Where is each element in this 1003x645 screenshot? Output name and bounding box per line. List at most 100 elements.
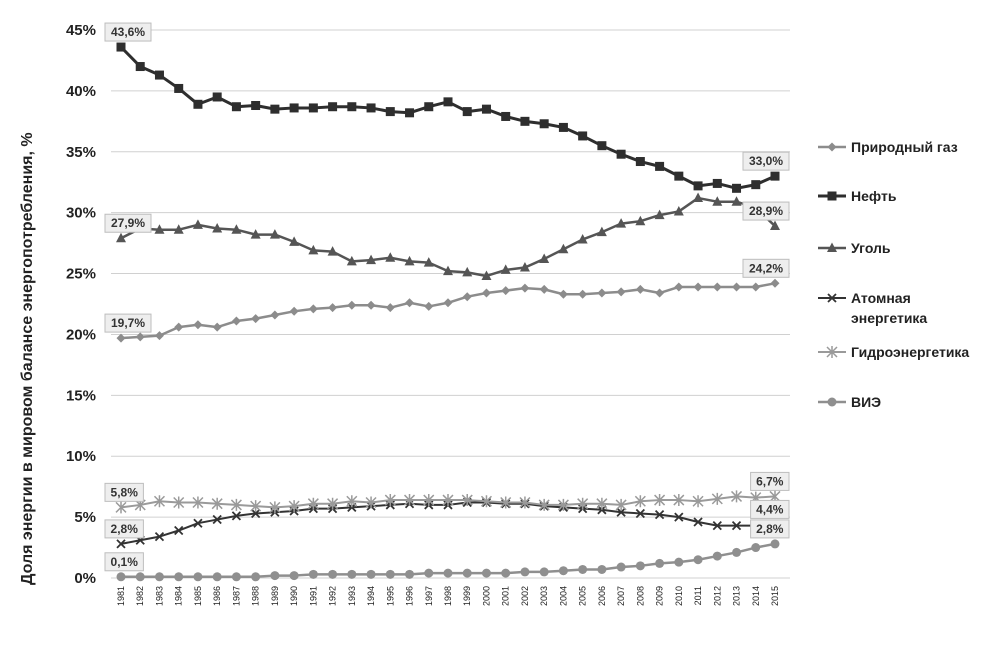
- data-point: [328, 569, 338, 579]
- x-tick-label: 2005: [578, 586, 588, 606]
- x-tick-label: 1981: [116, 586, 126, 606]
- data-point: [231, 511, 242, 521]
- data-point: [174, 83, 184, 93]
- data-point: [231, 102, 241, 112]
- data-point: [751, 282, 761, 292]
- x-tick-label: 1991: [308, 586, 318, 606]
- data-label-text: 2,8%: [111, 522, 139, 536]
- data-point: [731, 520, 742, 531]
- data-point: [347, 300, 357, 310]
- x-tick-label: 2007: [616, 586, 626, 606]
- data-label-text: 5,8%: [111, 485, 139, 499]
- data-point: [597, 141, 607, 151]
- data-point: [212, 92, 222, 102]
- data-label: 27,9%: [104, 213, 152, 233]
- data-point: [539, 567, 549, 577]
- data-point: [154, 70, 164, 80]
- data-point: [578, 131, 588, 141]
- data-point: [211, 497, 223, 510]
- data-point: [481, 104, 491, 114]
- data-point: [153, 495, 166, 508]
- data-point: [346, 255, 357, 266]
- x-tick-label: 2001: [501, 586, 511, 606]
- data-point: [231, 316, 241, 326]
- data-label: 4,4%: [750, 499, 790, 519]
- data-point: [596, 226, 607, 237]
- x-tick-label: 2008: [635, 586, 645, 606]
- data-point: [692, 495, 704, 508]
- data-point: [712, 520, 722, 531]
- x-tick-label: 1983: [154, 586, 164, 606]
- data-label-text: 28,9%: [749, 204, 783, 218]
- data-point: [173, 224, 184, 234]
- data-point: [443, 298, 453, 308]
- data-point: [289, 571, 299, 581]
- data-point: [673, 494, 685, 507]
- data-point: [615, 498, 627, 511]
- data-point: [635, 561, 645, 571]
- data-point: [501, 568, 511, 578]
- data-point: [366, 300, 376, 310]
- data-point: [154, 224, 165, 234]
- x-tick-label: 1989: [270, 586, 280, 606]
- data-point: [462, 266, 473, 277]
- y-axis-label: Доля энергии в мировом балансе энергопот…: [19, 132, 36, 585]
- x-tick-label: 2011: [693, 586, 703, 605]
- data-point: [385, 107, 395, 117]
- data-point: [115, 501, 127, 514]
- data-label: 19,7%: [104, 313, 152, 333]
- data-point: [116, 42, 126, 52]
- data-point: [500, 264, 511, 274]
- data-point: [404, 255, 415, 266]
- data-point: [558, 566, 568, 576]
- data-point: [673, 205, 684, 216]
- data-point: [751, 543, 761, 553]
- data-point: [270, 104, 280, 114]
- data-point: [251, 508, 261, 519]
- data-point: [251, 101, 261, 111]
- data-point: [655, 288, 665, 298]
- data-label-box: [742, 151, 790, 171]
- data-point: [116, 539, 126, 549]
- y-tick-label: 20%: [66, 326, 96, 343]
- data-point: [770, 171, 780, 181]
- data-point: [693, 192, 704, 203]
- series-line: [120, 282, 776, 340]
- data-label-text: 19,7%: [111, 316, 145, 330]
- data-point: [307, 497, 319, 510]
- legend-label: Гидроэнергетика: [851, 344, 969, 360]
- data-label-text: 24,2%: [749, 261, 783, 275]
- data-point: [501, 111, 511, 121]
- data-point: [193, 99, 203, 109]
- data-point: [616, 218, 627, 228]
- data-point: [230, 498, 242, 511]
- legend-marker: [827, 397, 837, 407]
- data-point: [251, 314, 261, 324]
- data-point: [462, 568, 472, 578]
- data-point: [693, 181, 703, 191]
- legend-item: Нефть: [818, 188, 897, 204]
- data-point: [424, 568, 434, 578]
- data-point: [424, 301, 434, 311]
- x-tick-label: 2006: [597, 586, 607, 606]
- data-point: [193, 320, 203, 330]
- data-point: [520, 283, 530, 293]
- data-point: [655, 161, 665, 171]
- data-point: [212, 514, 222, 525]
- data-label: 6,7%: [750, 471, 790, 491]
- x-tick-label: 2000: [481, 586, 491, 606]
- x-tick-label: 1985: [193, 586, 203, 606]
- data-point: [443, 265, 453, 276]
- data-point: [578, 564, 588, 574]
- data-point: [231, 224, 242, 234]
- data-point: [578, 289, 588, 299]
- data-point: [577, 497, 589, 510]
- data-point: [327, 497, 339, 510]
- data-point: [269, 229, 280, 239]
- data-point: [116, 333, 126, 343]
- data-label-text: 27,9%: [111, 216, 145, 230]
- legend-item: Атомная энергетика: [818, 290, 927, 326]
- x-tick-label: 1984: [174, 586, 184, 606]
- data-point: [770, 220, 780, 231]
